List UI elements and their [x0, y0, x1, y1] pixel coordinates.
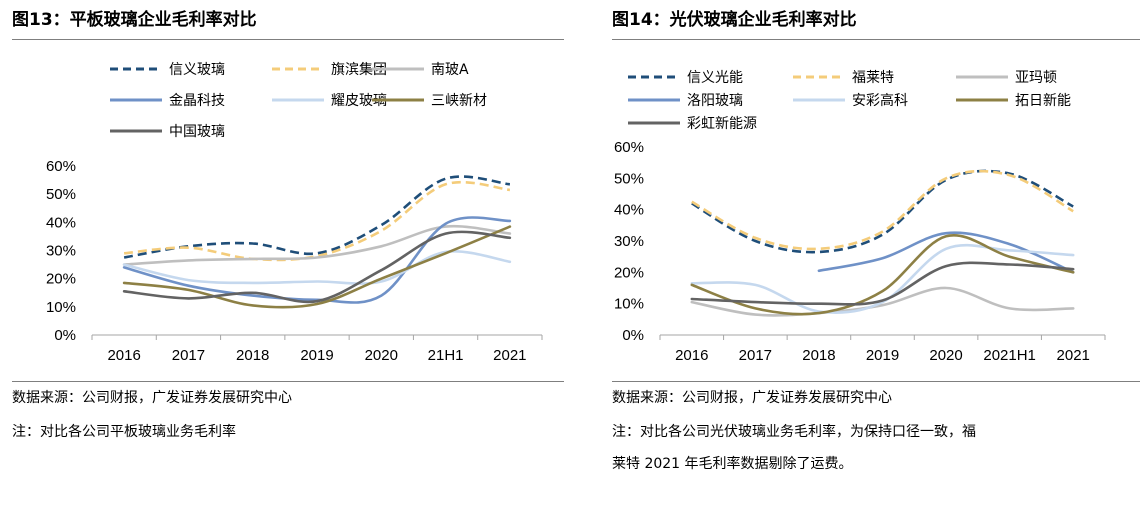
legend-item: 亚玛顿 [956, 70, 1057, 86]
legend-label: 金晶科技 [169, 93, 225, 109]
series-line [691, 169, 1074, 251]
legend-label: 南玻A [431, 62, 469, 78]
y-tick-label: 20% [46, 271, 76, 288]
source-note: 数据来源：公司财报，广发证券发展研究中心 [12, 390, 292, 406]
footnote-line-1: 注：对比各公司光伏玻璃业务毛利率，为保持口径一致，福 [612, 424, 976, 440]
series-lines [690, 169, 1075, 317]
y-tick-label: 50% [614, 170, 644, 187]
series-line [123, 180, 511, 262]
x-tick-label: 2017 [172, 347, 205, 364]
legend-item: 福莱特 [793, 70, 894, 86]
y-tick-label: 60% [614, 139, 644, 156]
y-tick-label: 10% [46, 299, 76, 316]
legend-label: 信义玻璃 [169, 61, 225, 78]
series-line [123, 175, 511, 259]
legend-item: 信义光能 [628, 70, 743, 86]
y-tick-label: 10% [614, 296, 644, 313]
x-tick-label: 21H1 [428, 347, 464, 364]
legend-item: 安彩高科 [793, 92, 908, 109]
y-tick-label: 50% [46, 186, 76, 203]
x-tick-label: 2020 [365, 347, 398, 364]
legend-label: 洛阳玻璃 [687, 92, 743, 109]
legend-item: 中国玻璃 [110, 123, 225, 140]
figure-13-panel: 图13：平板玻璃企业毛利率对比 信义玻璃 旗滨集团 南玻A 金晶科技 耀皮玻璃 三峡新材中… [12, 10, 564, 440]
title-rule [12, 39, 564, 40]
series-line [690, 286, 1075, 317]
x-tick-label: 2021 [493, 347, 526, 364]
y-tick-label: 0% [54, 327, 76, 344]
series-line [690, 234, 1075, 316]
series-line [122, 224, 512, 266]
series-line [122, 216, 512, 304]
legend-item: 拓日新能 [956, 93, 1071, 109]
y-tick-label: 30% [46, 243, 76, 260]
series-line [122, 250, 512, 285]
legend-label: 亚玛顿 [1015, 70, 1057, 86]
legend-label: 信义光能 [687, 70, 743, 86]
series-line [122, 225, 512, 309]
source-rule [612, 381, 1140, 382]
series-line [690, 243, 1075, 314]
x-tick-label: 2020 [929, 347, 962, 364]
x-tick-label: 2018 [236, 347, 269, 364]
legend-label: 旗滨集团 [331, 61, 387, 78]
y-tick-label: 40% [614, 202, 644, 219]
legend-item: 信义玻璃 [110, 61, 225, 78]
y-tick-label: 60% [46, 158, 76, 175]
legend-item: 金晶科技 [110, 93, 225, 109]
legend-label: 耀皮玻璃 [331, 92, 387, 109]
series-line [122, 230, 512, 304]
legend-label: 三峡新材 [431, 93, 487, 109]
x-tick-label: 2019 [300, 347, 333, 364]
x-tick-label: 2016 [675, 347, 708, 364]
legend-label: 拓日新能 [1015, 93, 1071, 109]
footnote-line-2: 莱特 2021 年毛利率数据剔除了运费。 [612, 456, 853, 472]
legend-item: 耀皮玻璃 [272, 92, 387, 109]
y-tick-label: 30% [614, 233, 644, 250]
x-tick-label: 2021H1 [983, 347, 1036, 364]
legend-item: 三峡新材 [372, 93, 487, 109]
y-tick-label: 0% [622, 327, 644, 344]
x-tick-label: 2019 [866, 347, 899, 364]
legend-label: 安彩高科 [852, 92, 908, 109]
series-line [691, 169, 1074, 254]
source-rule [12, 381, 564, 382]
footnote-line-1: 注：对比各公司平板玻璃业务毛利率 [12, 424, 236, 440]
legend-label: 中国玻璃 [169, 123, 225, 140]
legend-item: 洛阳玻璃 [628, 92, 743, 109]
figure-title: 图14：光伏玻璃企业毛利率对比 [612, 10, 857, 30]
x-tick-label: 2017 [739, 347, 772, 364]
figure-14-panel: 图14：光伏玻璃企业毛利率对比 信义光能 福莱特 亚玛顿洛阳玻璃 安彩高科 拓日新能彩虹… [600, 0, 1140, 509]
y-tick-label: 20% [614, 264, 644, 281]
figure-title: 图13：平板玻璃企业毛利率对比 [12, 10, 257, 30]
series-lines [122, 175, 512, 309]
legend-item: 南玻A [372, 62, 469, 78]
legend-label: 福莱特 [852, 70, 894, 86]
legend-item: 旗滨集团 [272, 61, 387, 78]
legend-item: 彩虹新能源 [628, 116, 757, 132]
x-tick-label: 2021 [1057, 347, 1090, 364]
title-rule [612, 39, 1140, 40]
series-line [690, 261, 1075, 306]
x-tick-label: 2018 [802, 347, 835, 364]
legend-label: 彩虹新能源 [687, 116, 757, 132]
y-tick-label: 40% [46, 214, 76, 231]
source-note: 数据来源：公司财报，广发证券发展研究中心 [612, 390, 892, 406]
x-tick-label: 2016 [107, 347, 140, 364]
